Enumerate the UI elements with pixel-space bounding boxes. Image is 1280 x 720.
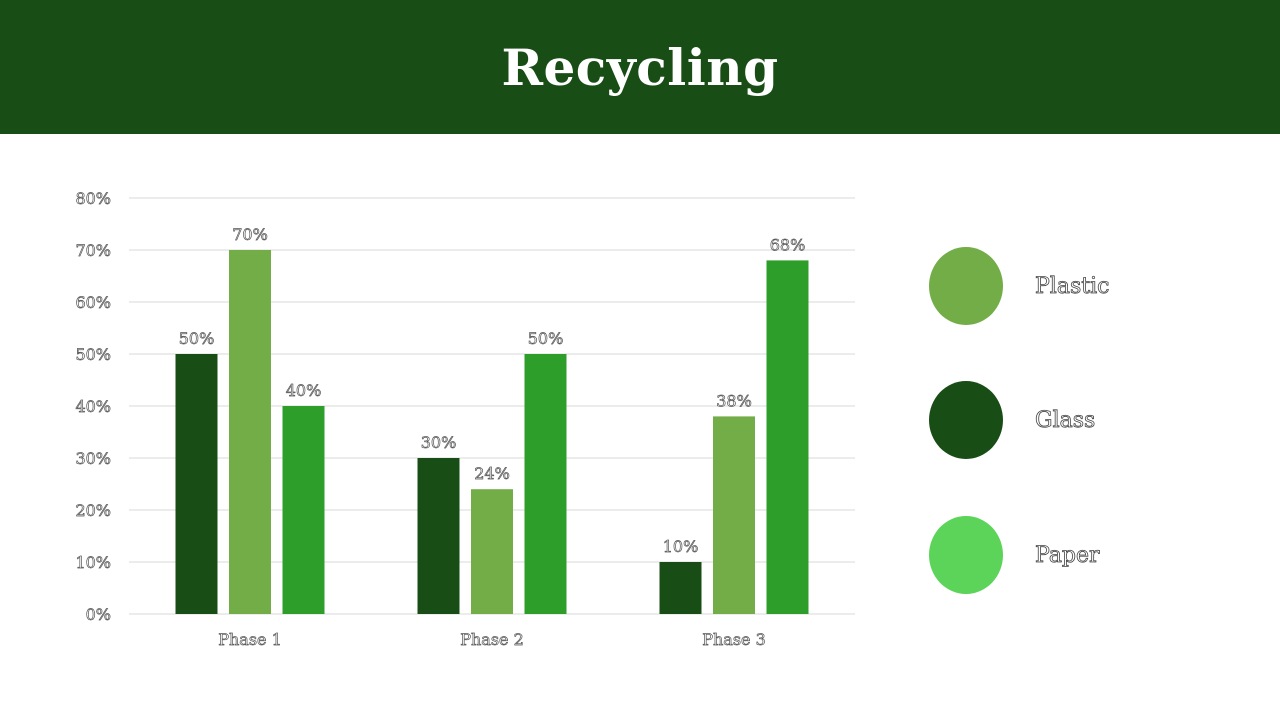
legend-item-glass: Glass	[929, 380, 1096, 460]
bar-paper	[766, 260, 809, 614]
legend-label-plastic: Plastic	[1035, 273, 1110, 299]
data-label: 68%	[770, 235, 806, 254]
legend-item-plastic: Plastic	[929, 246, 1110, 326]
y-tick-label: 0%	[86, 605, 111, 624]
legend-swatch-plastic	[929, 247, 1003, 325]
legend-swatch-glass	[929, 381, 1003, 459]
y-tick-label: 10%	[75, 553, 111, 572]
legend-label-paper: Paper	[1035, 542, 1100, 568]
data-label: 30%	[421, 433, 457, 452]
y-tick-label: 30%	[75, 449, 111, 468]
title-banner: Recycling	[0, 0, 1280, 134]
bar-glass	[175, 354, 218, 614]
y-tick-label: 40%	[75, 397, 111, 416]
x-tick-label: Phase 1	[218, 630, 282, 649]
y-tick-label: 50%	[75, 345, 111, 364]
data-label: 24%	[474, 464, 510, 483]
data-label: 38%	[716, 391, 752, 410]
legend-swatch-paper	[929, 516, 1003, 594]
x-tick-label: Phase 2	[460, 630, 524, 649]
bar-plastic	[471, 489, 513, 614]
data-label: 50%	[528, 329, 564, 348]
bar-chart: 0% 10% 20% 30% 40% 50% 60% 70% 80% 50% 70% 40% Phase…	[75, 189, 855, 649]
bar-glass	[659, 562, 702, 614]
y-tick-label: 70%	[75, 241, 111, 260]
data-label: 40%	[286, 381, 322, 400]
bar-glass	[417, 458, 460, 614]
bar-paper	[524, 354, 567, 614]
y-tick-label: 60%	[75, 293, 111, 312]
bar-paper	[282, 406, 325, 614]
data-label: 50%	[179, 329, 215, 348]
bar-plastic	[229, 250, 271, 614]
legend-item-paper: Paper	[929, 515, 1100, 595]
data-label: 70%	[232, 225, 268, 244]
x-tick-label: Phase 3	[702, 630, 766, 649]
bar-plastic	[713, 416, 755, 614]
page-title: Recycling	[501, 37, 779, 97]
data-label: 10%	[663, 537, 699, 556]
y-tick-label: 20%	[75, 501, 111, 520]
legend-label-glass: Glass	[1035, 407, 1096, 433]
y-tick-label: 80%	[75, 189, 111, 208]
